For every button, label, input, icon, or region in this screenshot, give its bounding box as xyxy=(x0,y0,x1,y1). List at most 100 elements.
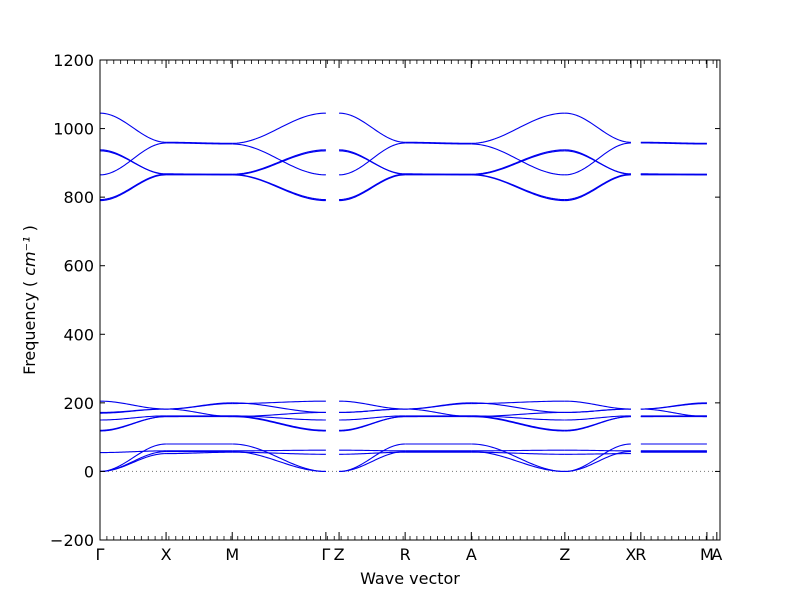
band-line-Z-R-14 xyxy=(339,149,406,175)
band-line-Z-R-5 xyxy=(339,416,406,431)
x-tick-label: X xyxy=(625,545,636,564)
band-line-M-Γ-12 xyxy=(232,143,326,176)
x-axis-ticks: Γ X M Γ Z R A Z XR MA xyxy=(96,60,722,564)
band-line-Z-X-2 xyxy=(564,453,631,455)
band-line-A-Z-12 xyxy=(471,143,565,176)
band-line-A-Z-11 xyxy=(471,173,565,201)
y-tick-label: 600 xyxy=(63,257,94,276)
band-line-A-Z-9 xyxy=(471,411,565,418)
band-line-R-M-9 xyxy=(640,408,707,418)
band-line-R-M-12 xyxy=(640,142,707,145)
band-line-Γ-X-8 xyxy=(99,408,167,414)
band-line-Γ-X-3 xyxy=(100,450,167,454)
band-line-M-Γ-7 xyxy=(232,402,326,414)
band-line-X-M-9 xyxy=(166,408,233,418)
band-line-R-A-12 xyxy=(405,142,472,145)
band-line-A-Z-15 xyxy=(471,112,565,144)
band-line-Γ-X-15 xyxy=(99,112,167,143)
x-tick-label: Z xyxy=(559,545,570,564)
band-line-Z-X-14 xyxy=(564,149,631,175)
band-line-Z-R-6 xyxy=(339,415,406,421)
band-line-X-M-8 xyxy=(166,402,233,410)
band-line-Γ-X-9 xyxy=(99,400,167,410)
band-line-Z-X-15 xyxy=(564,112,631,143)
band-line-Γ-X-14 xyxy=(99,149,167,175)
band-line-R-A-9 xyxy=(405,408,472,418)
band-line-M-Γ-5 xyxy=(232,415,326,431)
band-line-Z-X-5 xyxy=(564,416,631,431)
band-line-A-Z-0 xyxy=(471,443,565,472)
band-line-Z-X-1 xyxy=(564,450,631,472)
y-axis-ticks: −200 0 200 400 600 800 1000 1200 xyxy=(50,51,720,550)
band-line-X-M-15 xyxy=(166,141,233,144)
axes xyxy=(99,59,721,541)
plot-frame xyxy=(99,59,721,541)
y-axis-label-text: Frequency xyxy=(20,292,39,375)
band-line-Z-R-2 xyxy=(339,451,406,455)
band-line-Z-R-3 xyxy=(339,449,406,452)
band-line-A-Z-5 xyxy=(471,415,565,431)
band-line-Γ-X-0 xyxy=(99,443,167,472)
band-line-Z-R-15 xyxy=(339,112,406,143)
band-line-R-M-15 xyxy=(640,141,707,144)
y-tick-label: 1000 xyxy=(53,120,94,139)
band-line-Z-X-9 xyxy=(564,408,631,414)
x-tick-label: A xyxy=(466,545,477,564)
band-line-M-Γ-9 xyxy=(232,411,326,418)
band-line-Z-R-9 xyxy=(339,408,406,414)
x-tick-label: Γ xyxy=(96,545,105,564)
band-line-Z-X-6 xyxy=(564,415,631,421)
band-line-A-Z-4 xyxy=(471,416,565,432)
y-axis-label-unit-close: ) xyxy=(20,225,39,231)
band-line-Z-R-10 xyxy=(339,174,406,202)
y-tick-label: 1200 xyxy=(53,51,94,70)
y-axis-label: Frequency ( cm⁻¹ ) xyxy=(20,225,39,375)
band-line-M-Γ-13 xyxy=(232,150,326,176)
y-axis-label-unit-open: ( xyxy=(20,281,39,287)
band-line-A-Z-14 xyxy=(471,149,565,175)
band-line-M-Γ-0 xyxy=(232,443,326,472)
band-line-R-A-15 xyxy=(405,141,472,144)
band-line-M-Γ-15 xyxy=(232,112,326,144)
x-tick-label: X xyxy=(161,545,172,564)
band-line-R-M-8 xyxy=(640,402,707,410)
x-tick-label: Z xyxy=(334,545,345,564)
band-line-M-Γ-11 xyxy=(232,173,326,201)
band-line-Γ-X-6 xyxy=(99,415,167,421)
band-line-A-Z-7 xyxy=(471,402,565,414)
band-line-Z-X-0 xyxy=(564,443,631,472)
band-line-X-M-12 xyxy=(166,142,233,145)
band-line-A-Z-10 xyxy=(471,174,565,202)
band-lines xyxy=(99,112,707,472)
y-tick-label: 200 xyxy=(63,394,94,413)
band-line-Z-X-8 xyxy=(564,400,631,410)
band-line-Z-R-12 xyxy=(339,142,406,176)
band-line-Γ-X-5 xyxy=(99,416,167,431)
band-line-Z-X-12 xyxy=(564,142,631,176)
band-line-Γ-X-2 xyxy=(99,453,167,472)
band-line-Z-X-10 xyxy=(564,174,631,202)
x-tick-label: R xyxy=(400,545,411,564)
band-line-Z-X-3 xyxy=(564,449,631,452)
x-tick-label: Γ xyxy=(321,545,330,564)
band-line-M-Γ-10 xyxy=(232,174,326,202)
x-tick-label: A xyxy=(711,545,722,564)
y-tick-label: 0 xyxy=(84,462,94,481)
x-tick-label: M xyxy=(225,545,239,564)
band-line-M-Γ-3 xyxy=(232,449,326,452)
band-line-M-Γ-8 xyxy=(232,400,326,405)
y-tick-label: −200 xyxy=(50,531,94,550)
band-line-X-M-2 xyxy=(166,451,233,455)
x-tick-label: M xyxy=(700,545,714,564)
band-line-A-Z-8 xyxy=(471,400,565,405)
band-line-Z-R-8 xyxy=(339,400,406,410)
y-tick-label: 400 xyxy=(63,325,94,344)
band-line-Z-X-11 xyxy=(564,173,631,201)
band-line-M-Γ-4 xyxy=(232,416,326,432)
band-line-Γ-X-11 xyxy=(99,173,167,201)
band-line-Z-R-11 xyxy=(339,173,406,201)
band-line-Γ-X-12 xyxy=(99,142,167,176)
band-line-A-Z-13 xyxy=(471,150,565,176)
band-line-R-A-8 xyxy=(405,402,472,410)
band-line-M-Γ-14 xyxy=(232,149,326,175)
